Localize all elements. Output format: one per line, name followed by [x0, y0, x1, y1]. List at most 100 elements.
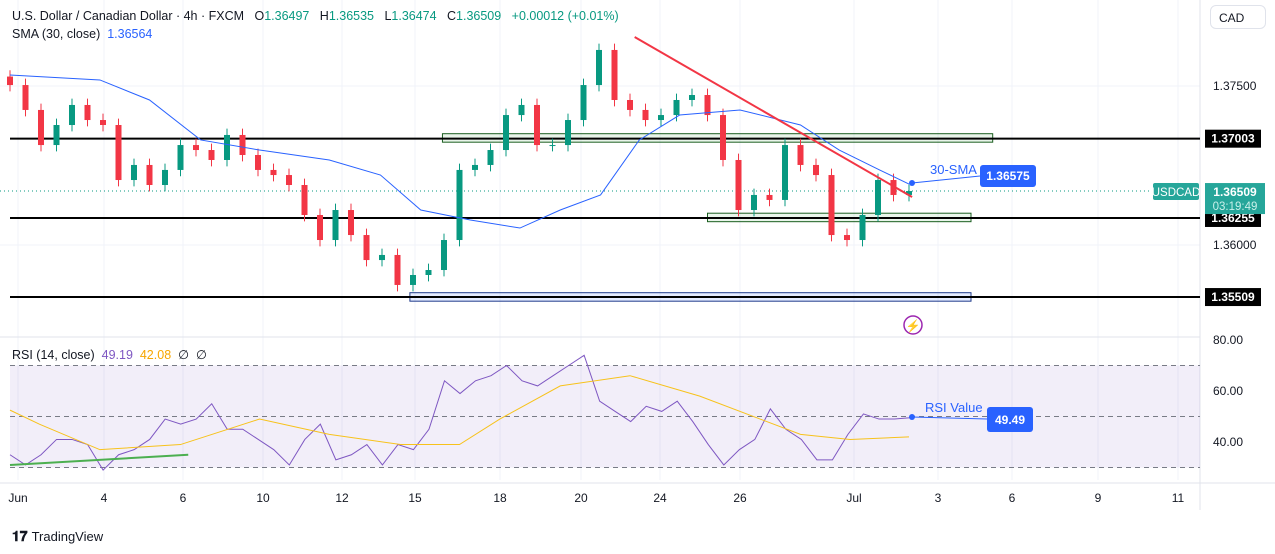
candle-body: [193, 145, 199, 151]
low-value: 1.36474: [391, 9, 437, 23]
candle-body: [813, 164, 819, 176]
x-tick-label: 11: [1172, 491, 1185, 505]
rsi-ma-line: [9, 375, 910, 451]
candle-body: [658, 115, 664, 121]
close-label: C: [447, 9, 457, 23]
high-label: H: [319, 9, 329, 23]
lightning-icon-glyph: ⚡: [906, 319, 921, 333]
level-label: 1.37003: [1211, 132, 1255, 146]
x-tick-label: 3: [935, 491, 942, 505]
rsi-tick-label: 40.00: [1213, 435, 1243, 449]
rsi-na-2: ∅: [195, 348, 207, 362]
candle-body: [379, 254, 385, 261]
sma-annotation-line: [911, 175, 981, 184]
candle-body: [69, 104, 75, 126]
level-label-bg: [1205, 129, 1261, 148]
candle-body: [332, 210, 339, 241]
candle-body: [890, 180, 897, 195]
candle-body: [751, 194, 757, 211]
candle-body: [348, 210, 354, 236]
candle-body: [425, 270, 432, 275]
low-label: L: [384, 9, 392, 23]
symbol-legend: U.S. Dollar / Canadian Dollar · 4h · FXC…: [12, 9, 619, 23]
candle-body: [534, 104, 540, 146]
candle-body: [642, 109, 649, 121]
candle-body: [286, 175, 292, 186]
level-label: 1.36255: [1211, 211, 1255, 225]
candle-body: [720, 115, 726, 160]
candle-body: [7, 76, 13, 86]
symbol-badge: [1153, 183, 1199, 201]
candle-body: [53, 125, 60, 146]
candle-body: [766, 194, 773, 200]
x-tick-label: 9: [1095, 491, 1102, 505]
candle-body: [704, 95, 711, 116]
brand-name: TradingView: [31, 529, 104, 544]
candle-body: [177, 145, 184, 170]
candle-body: [301, 185, 308, 216]
last-price-value: 1.36509: [1213, 185, 1257, 199]
countdown: 03:19:49: [1213, 201, 1258, 213]
candle-body: [162, 169, 168, 186]
candle-body: [580, 85, 587, 121]
last-price-badge: [1205, 183, 1265, 215]
open-label: O: [254, 9, 265, 23]
rsi-tick-label: 60.00: [1213, 384, 1243, 398]
rsi-annotation-value: 49.49: [995, 413, 1025, 427]
rsi-na-1: ∅: [178, 348, 189, 362]
candle-body: [859, 215, 866, 241]
x-tick-label: 10: [256, 491, 270, 505]
level-label: 1.35509: [1211, 290, 1255, 304]
candle-body: [906, 191, 912, 195]
candle-body: [146, 164, 153, 186]
candle-body: [782, 145, 788, 200]
candle-body: [115, 125, 122, 181]
candle-body: [487, 150, 494, 165]
candle-body: [518, 104, 525, 116]
rsi-tick-label: 80.00: [1213, 333, 1243, 347]
candle-body: [472, 164, 478, 170]
x-tick-label: 12: [335, 491, 349, 505]
candle-body: [611, 49, 618, 100]
candle-body: [100, 120, 106, 126]
candle-body: [797, 145, 804, 165]
candle-body: [627, 99, 633, 110]
rsi-annotation-line: [911, 416, 988, 420]
rsi-legend[interactable]: RSI (14, close) 49.19 42.08 ∅ ∅: [12, 347, 207, 362]
currency-button[interactable]: CAD: [1210, 5, 1266, 29]
candle-body: [255, 155, 261, 170]
candle-body: [224, 134, 230, 160]
x-tick-label: Jul: [846, 491, 861, 505]
x-tick-label: 24: [653, 491, 667, 505]
candle-body: [689, 95, 695, 100]
close-value: 1.36509: [456, 9, 502, 23]
sma-label: SMA (30, close): [12, 27, 101, 41]
candle-body: [270, 169, 277, 176]
open-value: 1.36497: [264, 9, 310, 23]
rsi-ma-value: 42.08: [139, 348, 172, 362]
sma-annotation-label: 30-SMA: [930, 162, 977, 177]
candle-body: [394, 254, 401, 285]
candle-body: [208, 150, 215, 160]
sma-value: 1.36564: [107, 27, 153, 41]
x-tick-label: 4: [101, 491, 108, 505]
candle-body: [503, 115, 509, 151]
sma-annotation-value: 1.36575: [986, 169, 1030, 183]
tradingview-logo[interactable]: 𝟏𝟕 TradingView: [12, 528, 103, 545]
candle-body: [317, 215, 323, 241]
candle-body: [673, 99, 680, 116]
lightning-icon: [903, 315, 923, 335]
change-value: +0.00012 (+0.01%): [511, 9, 619, 23]
sma-legend[interactable]: SMA (30, close) 1.36564: [12, 27, 152, 41]
x-tick-label: 20: [574, 491, 588, 505]
symbol-badge-label: USDCAD: [1152, 187, 1201, 199]
resistance-trendline: [634, 36, 913, 198]
price-tick-label: 1.36000: [1213, 238, 1257, 252]
candle-body: [363, 235, 370, 261]
candle-body: [565, 120, 571, 146]
rsi-line: [9, 354, 911, 471]
rsi-label: RSI (14, close): [12, 348, 95, 362]
rsi-value: 49.19: [101, 348, 133, 362]
